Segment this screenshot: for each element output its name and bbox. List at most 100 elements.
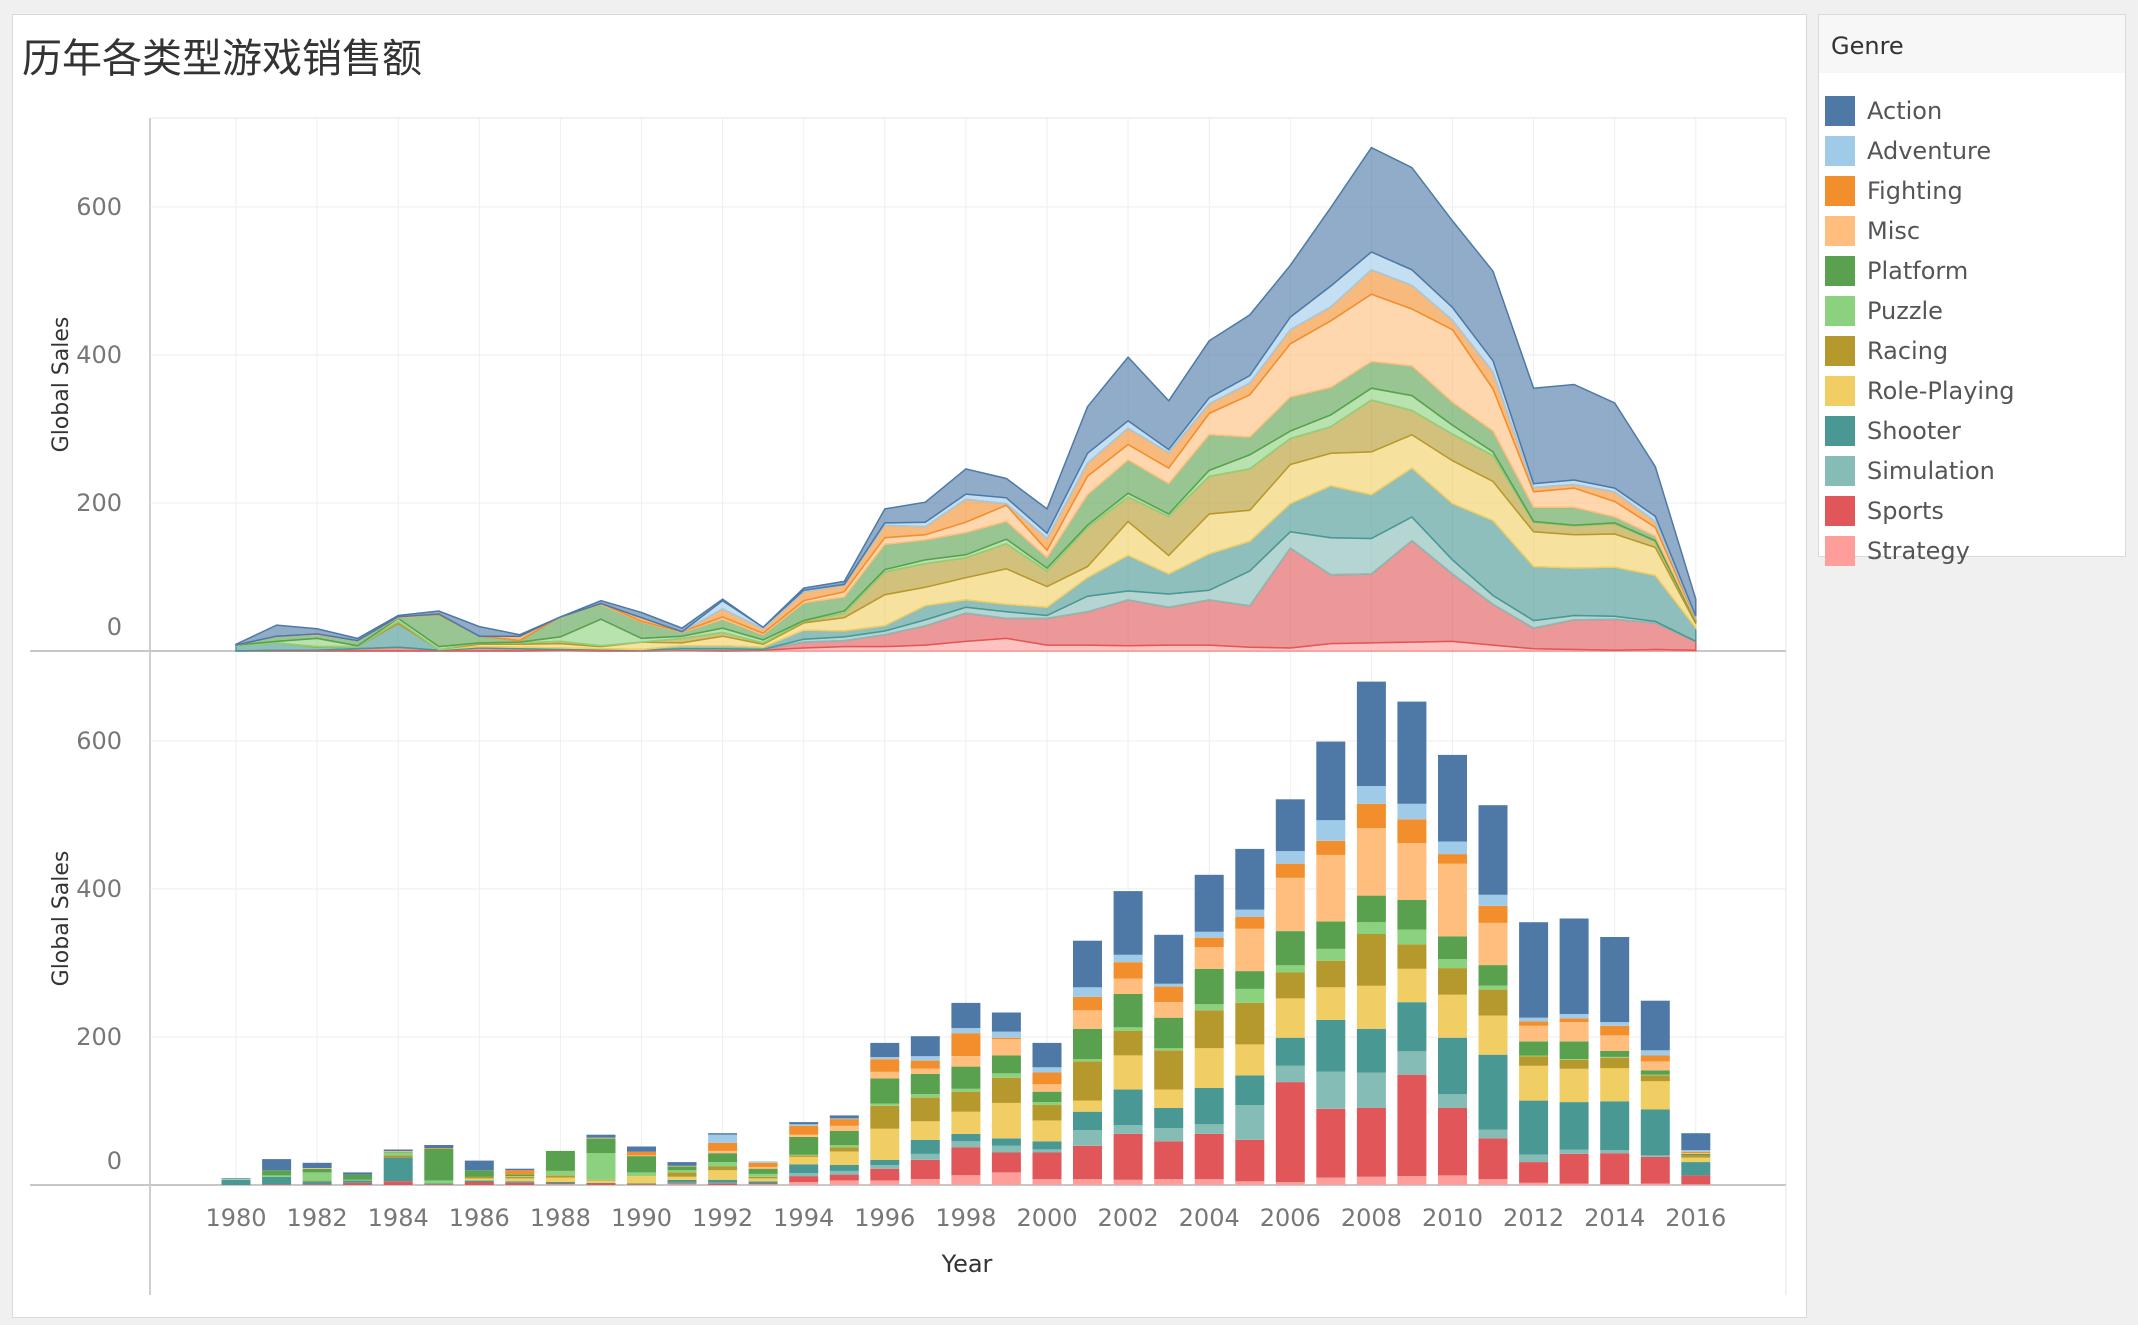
bar-segment-shooter-2015	[1640, 1109, 1670, 1156]
bar-segment-racing-1989	[586, 1179, 616, 1181]
legend-item-role-playing[interactable]: Role-Playing	[1825, 371, 2015, 411]
bar-segment-role-playing-1988	[545, 1177, 575, 1182]
y-tick-label: 0	[107, 613, 122, 641]
bar-segment-shooter-1981	[262, 1176, 292, 1185]
bar-segment-racing-1991	[667, 1172, 697, 1177]
x-tick-label: 2000	[1016, 1204, 1077, 1232]
bar-segment-role-playing-1999	[991, 1102, 1021, 1139]
bar-segment-fighting-2001	[1073, 997, 1102, 1011]
legend-item-puzzle[interactable]: Puzzle	[1825, 291, 1943, 331]
bar-segment-racing-1997	[910, 1097, 940, 1122]
bar-segment-racing-2001	[1073, 1061, 1102, 1101]
bar-segment-strategy-1999	[991, 1172, 1021, 1185]
bar-segment-misc-2013	[1559, 1022, 1589, 1042]
bar-segment-platform-1991	[667, 1166, 697, 1171]
bar-segment-sports-1996	[870, 1168, 900, 1181]
bar-segment-fighting-2005	[1235, 917, 1265, 929]
bar-segment-simulation-1995	[829, 1170, 859, 1175]
bar-segment-simulation-2013	[1559, 1149, 1589, 1154]
legend-item-adventure[interactable]: Adventure	[1825, 131, 1991, 171]
bar-segment-role-playing-2010	[1438, 994, 1467, 1038]
bar-segment-action-2013	[1559, 918, 1589, 1014]
bar-segment-shooter-2004	[1194, 1088, 1224, 1125]
legend-swatch	[1825, 176, 1855, 206]
area-series-action	[235, 146, 1697, 647]
bar-segment-racing-2005	[1235, 1002, 1265, 1045]
bar-segment-role-playing-2000	[1032, 1120, 1062, 1142]
bar-segment-simulation-1991	[667, 1182, 697, 1184]
legend-label: Shooter	[1867, 417, 1961, 445]
bar-segment-role-playing-1987	[505, 1178, 535, 1182]
legend-item-misc[interactable]: Misc	[1825, 211, 1920, 251]
bar-segment-shooter-1988	[545, 1182, 575, 1184]
bar-segment-simulation-1992	[708, 1182, 738, 1184]
bar-segment-platform-2016	[1681, 1153, 1711, 1156]
bar-segment-racing-1998	[951, 1091, 981, 1112]
bar-segment-puzzle-1998	[951, 1088, 981, 1092]
legend-item-fighting[interactable]: Fighting	[1825, 171, 1963, 211]
y-axis-label: Global Sales	[49, 317, 74, 453]
bar-segment-action-2004	[1194, 874, 1224, 932]
bar-segment-fighting-2004	[1194, 937, 1224, 948]
legend-item-sports[interactable]: Sports	[1825, 491, 1944, 531]
legend-item-strategy[interactable]: Strategy	[1825, 531, 1970, 571]
bar-segment-shooter-1984	[383, 1157, 413, 1182]
bar-segment-misc-2015	[1640, 1061, 1670, 1071]
bar-segment-fighting-1985	[424, 1148, 454, 1149]
bar-segment-simulation-2005	[1235, 1105, 1265, 1140]
bar-segment-misc-2003	[1154, 1002, 1184, 1018]
bar-segment-puzzle-2007	[1316, 948, 1346, 961]
bar-segment-platform-1983	[343, 1174, 373, 1180]
legend-item-action[interactable]: Action	[1825, 91, 1942, 131]
bar-segment-platform-2015	[1640, 1070, 1670, 1075]
bar-segment-platform-2006	[1275, 931, 1305, 966]
bar-segment-shooter-2008	[1356, 1028, 1386, 1073]
bar-segment-shooter-2000	[1032, 1141, 1062, 1150]
bar-segment-role-playing-1991	[667, 1176, 697, 1180]
bar-segment-simulation-2004	[1194, 1124, 1224, 1134]
bar-segment-racing-2014	[1600, 1057, 1630, 1069]
bar-segment-simulation-2001	[1073, 1130, 1102, 1146]
bar-segment-role-playing-1997	[910, 1121, 940, 1140]
legend-item-platform[interactable]: Platform	[1825, 251, 1968, 291]
bar-segment-shooter-1992	[708, 1179, 738, 1183]
legend-item-shooter[interactable]: Shooter	[1825, 411, 1961, 451]
y-tick-label: 600	[76, 727, 122, 755]
legend-swatch	[1825, 536, 1855, 566]
bar-segment-fighting-2012	[1519, 1021, 1549, 1026]
bar-segment-misc-1993	[748, 1167, 778, 1169]
y-tick-label: 200	[76, 489, 122, 517]
legend-item-simulation[interactable]: Simulation	[1825, 451, 1995, 491]
bar-segment-role-playing-2005	[1235, 1044, 1265, 1076]
bar-segment-misc-2008	[1356, 828, 1386, 896]
x-tick-label: 1992	[692, 1204, 753, 1232]
bar-segment-action-1982	[302, 1162, 332, 1168]
legend-swatch	[1825, 136, 1855, 166]
legend-item-racing[interactable]: Racing	[1825, 331, 1948, 371]
bar-segment-sports-1985	[424, 1184, 454, 1185]
bar-segment-adventure-1999	[991, 1031, 1021, 1038]
bar-segment-role-playing-2011	[1478, 1015, 1508, 1055]
bar-segment-action-2012	[1519, 922, 1549, 1018]
bar-segment-action-1989	[586, 1134, 616, 1138]
bar-segment-fighting-2015	[1640, 1055, 1670, 1062]
bar-segment-fighting-2010	[1438, 854, 1467, 864]
bar-segment-fighting-1992	[708, 1142, 738, 1151]
bar-segment-racing-1995	[829, 1147, 859, 1152]
bar-segment-sports-1982	[302, 1184, 332, 1185]
bar-segment-platform-2005	[1235, 971, 1265, 989]
x-tick-label: 1984	[368, 1204, 429, 1232]
bar-segment-adventure-2003	[1154, 983, 1184, 987]
bar-segment-misc-2007	[1316, 854, 1346, 922]
bar-segment-fighting-2002	[1113, 962, 1143, 979]
bar-segment-puzzle-1996	[870, 1103, 900, 1106]
bar-segment-sports-1988	[545, 1183, 575, 1185]
bar-segment-sports-1991	[667, 1183, 697, 1185]
bar-segment-adventure-2009	[1397, 803, 1427, 820]
bar-segment-role-playing-2014	[1600, 1068, 1630, 1102]
bar-segment-misc-2004	[1194, 947, 1224, 969]
bar-segment-strategy-2012	[1519, 1182, 1549, 1185]
bar-segment-misc-1991	[667, 1165, 697, 1167]
bar-segment-platform-1997	[910, 1074, 940, 1094]
bar-segment-misc-1984	[383, 1150, 413, 1152]
